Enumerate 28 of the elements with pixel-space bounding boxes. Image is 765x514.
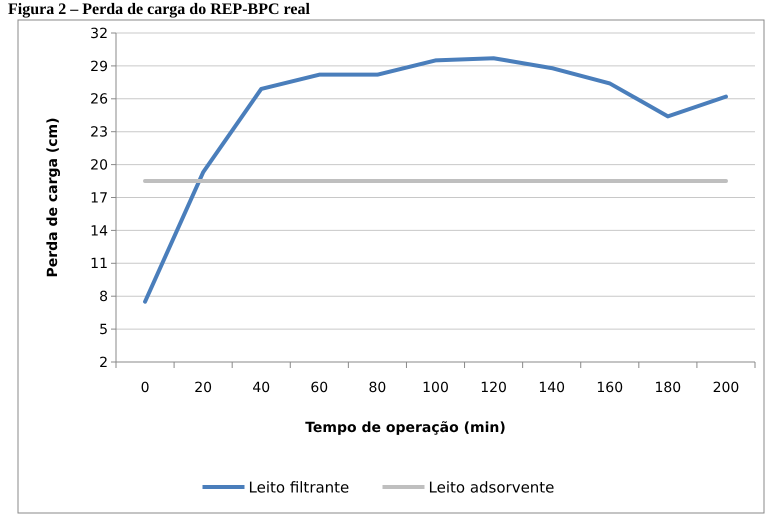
y-tick-label: 32 — [90, 26, 108, 42]
y-tick-label: 23 — [90, 124, 108, 141]
y-tick-label: 29 — [90, 58, 108, 75]
x-tick-label: 160 — [596, 380, 624, 396]
y-tick-label: 8 — [99, 289, 108, 306]
x-tick-label: 80 — [368, 380, 386, 396]
chart-title: Figura 2 – Perda de carga do REP-BPC real — [8, 1, 310, 18]
legend-label: Leito filtrante — [248, 478, 350, 496]
legend-label: Leito adsorvente — [428, 478, 554, 496]
y-tick-label: 11 — [90, 256, 108, 272]
y-tick-label: 2 — [99, 354, 108, 371]
y-tick-label: 5 — [99, 322, 108, 338]
x-tick-label: 140 — [538, 380, 566, 396]
x-tick-label: 120 — [480, 380, 507, 396]
line-series — [143, 56, 728, 304]
y-tick-label: 14 — [90, 223, 108, 240]
x-tick-label: 0 — [140, 380, 150, 396]
y-axis-title: Perda de carga (cm) — [45, 117, 61, 278]
x-tick-label: 40 — [252, 380, 270, 396]
x-tick-label: 60 — [310, 380, 328, 396]
y-tick-label: 20 — [90, 158, 108, 174]
y-tick-label: 17 — [90, 190, 108, 206]
x-tick-label: 200 — [712, 380, 740, 396]
x-axis-title: Tempo de operação (min) — [305, 420, 506, 436]
x-tick-label: 180 — [654, 380, 682, 396]
x-tick-label: 20 — [194, 380, 212, 396]
y-tick-label: 26 — [90, 92, 108, 108]
x-tick-label: 100 — [422, 380, 449, 396]
